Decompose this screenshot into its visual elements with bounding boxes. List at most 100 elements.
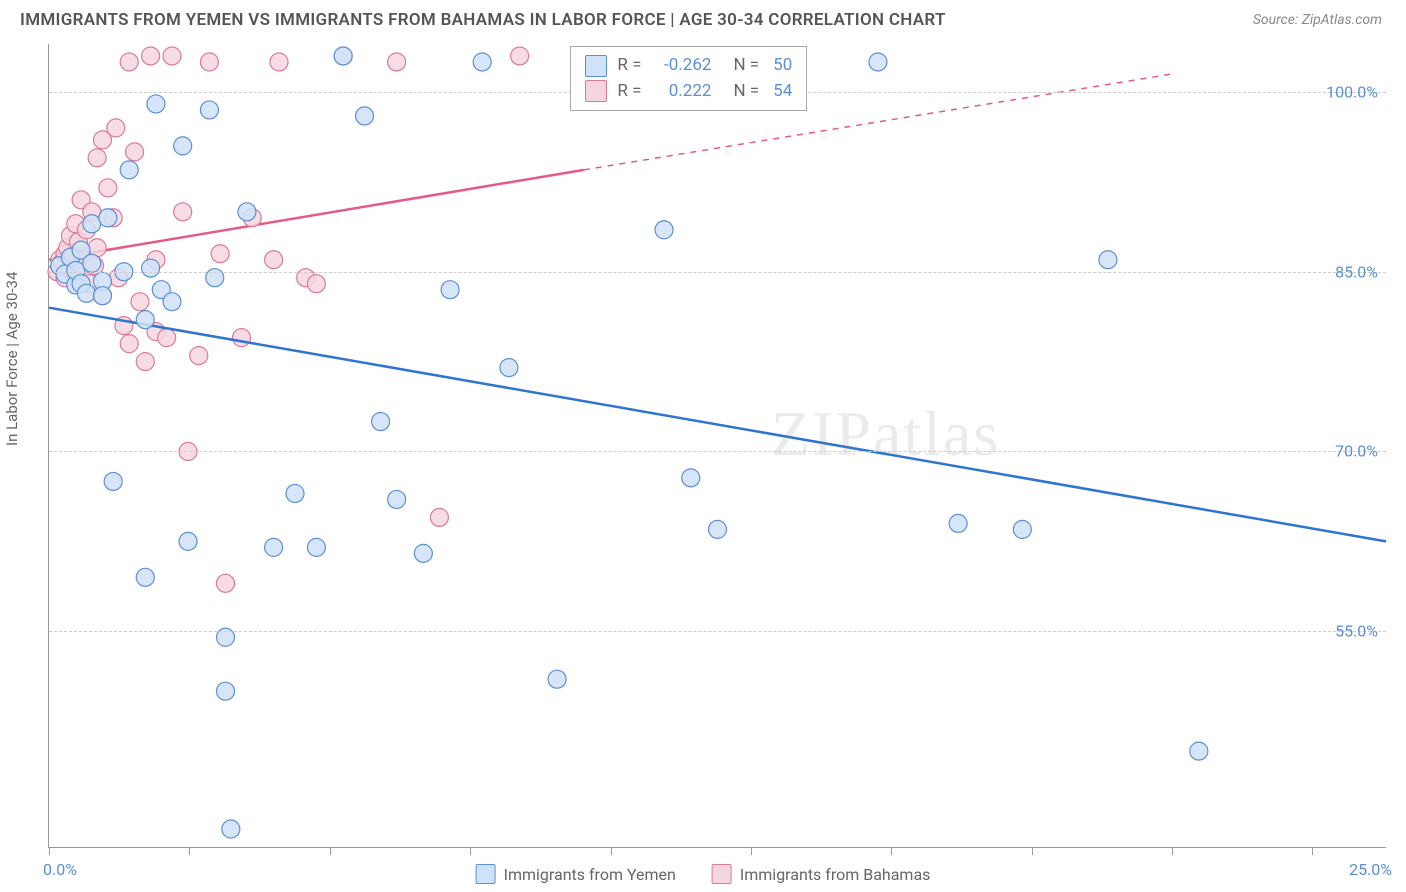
source-label: Source: ZipAtlas.com bbox=[1253, 12, 1382, 28]
data-point bbox=[211, 245, 229, 263]
data-point bbox=[441, 281, 459, 299]
y-tick-label: 70.0% bbox=[1335, 442, 1378, 461]
legend-item: Immigrants from Yemen bbox=[476, 864, 676, 884]
data-point bbox=[334, 47, 352, 65]
data-point bbox=[99, 209, 117, 227]
data-point bbox=[120, 53, 138, 71]
gridline bbox=[49, 631, 1386, 632]
data-point bbox=[548, 670, 566, 688]
legend-bottom: Immigrants from Yemen Immigrants from Bah… bbox=[476, 864, 931, 884]
legend-swatch bbox=[476, 864, 496, 884]
gridline bbox=[49, 272, 1386, 273]
data-point bbox=[869, 53, 887, 71]
x-tick bbox=[470, 847, 471, 855]
data-point bbox=[307, 538, 325, 556]
data-point bbox=[200, 53, 218, 71]
data-point bbox=[107, 119, 125, 137]
data-point bbox=[136, 568, 154, 586]
stats-r-value: 0.222 bbox=[651, 79, 711, 105]
y-axis-title: In Labor Force | Age 30-34 bbox=[3, 272, 21, 446]
data-point bbox=[142, 47, 160, 65]
data-point bbox=[1013, 520, 1031, 538]
data-point bbox=[270, 53, 288, 71]
data-point bbox=[120, 161, 138, 179]
x-tick bbox=[891, 847, 892, 855]
data-point bbox=[388, 490, 406, 508]
x-tick bbox=[330, 847, 331, 855]
x-tick bbox=[1032, 847, 1033, 855]
stats-n-label: N = bbox=[733, 53, 759, 79]
data-point bbox=[430, 508, 448, 526]
data-point bbox=[88, 149, 106, 167]
data-point bbox=[655, 221, 673, 239]
data-point bbox=[216, 574, 234, 592]
data-point bbox=[136, 311, 154, 329]
x-tick bbox=[189, 847, 190, 855]
data-point bbox=[174, 203, 192, 221]
data-point bbox=[949, 514, 967, 532]
data-point bbox=[511, 47, 529, 65]
x-tick bbox=[751, 847, 752, 855]
data-point bbox=[233, 329, 251, 347]
data-point bbox=[83, 254, 101, 272]
chart-header: IMMIGRANTS FROM YEMEN VS IMMIGRANTS FROM… bbox=[0, 0, 1406, 36]
data-point bbox=[77, 284, 95, 302]
data-point bbox=[709, 520, 727, 538]
data-point bbox=[120, 335, 138, 353]
stats-swatch bbox=[585, 55, 607, 77]
y-tick-label: 100.0% bbox=[1326, 82, 1378, 101]
data-point bbox=[286, 484, 304, 502]
x-tick bbox=[611, 847, 612, 855]
data-point bbox=[136, 353, 154, 371]
data-point bbox=[104, 472, 122, 490]
data-point bbox=[216, 682, 234, 700]
data-point bbox=[1190, 742, 1208, 760]
data-point bbox=[372, 413, 390, 431]
data-point bbox=[142, 259, 160, 277]
stats-n-label: N = bbox=[733, 79, 759, 105]
legend-label: Immigrants from Yemen bbox=[504, 865, 676, 884]
data-point bbox=[222, 820, 240, 838]
legend-swatch bbox=[712, 864, 732, 884]
data-point bbox=[388, 53, 406, 71]
data-point bbox=[307, 275, 325, 293]
stats-row: R =0.222N =54 bbox=[585, 79, 792, 105]
data-point bbox=[190, 347, 208, 365]
x-max-label: 25.0% bbox=[1349, 860, 1392, 879]
data-point bbox=[200, 101, 218, 119]
data-point bbox=[174, 137, 192, 155]
data-point bbox=[93, 287, 111, 305]
stats-swatch bbox=[585, 80, 607, 102]
data-point bbox=[414, 544, 432, 562]
data-point bbox=[99, 179, 117, 197]
data-point bbox=[126, 143, 144, 161]
x-tick bbox=[49, 847, 50, 855]
y-tick-label: 55.0% bbox=[1335, 622, 1378, 641]
data-point bbox=[158, 329, 176, 347]
stats-n-value: 50 bbox=[773, 53, 792, 79]
stats-box: R =-0.262N =50R =0.222N =54 bbox=[570, 46, 807, 111]
stats-r-label: R = bbox=[617, 79, 641, 105]
data-point bbox=[83, 215, 101, 233]
data-point bbox=[473, 53, 491, 71]
legend-label: Immigrants from Bahamas bbox=[740, 865, 931, 884]
stats-row: R =-0.262N =50 bbox=[585, 53, 792, 79]
x-min-label: 0.0% bbox=[43, 860, 77, 879]
gridline bbox=[49, 451, 1386, 452]
x-tick bbox=[1172, 847, 1173, 855]
trend-line bbox=[49, 170, 584, 260]
data-point bbox=[163, 47, 181, 65]
data-point bbox=[265, 251, 283, 269]
chart-svg bbox=[49, 44, 1386, 847]
data-point bbox=[500, 359, 518, 377]
data-point bbox=[1099, 251, 1117, 269]
data-point bbox=[131, 293, 149, 311]
stats-r-value: -0.262 bbox=[651, 53, 711, 79]
data-point bbox=[147, 95, 165, 113]
data-point bbox=[265, 538, 283, 556]
data-point bbox=[163, 293, 181, 311]
data-point bbox=[179, 532, 197, 550]
chart-title: IMMIGRANTS FROM YEMEN VS IMMIGRANTS FROM… bbox=[20, 10, 946, 30]
data-point bbox=[238, 203, 256, 221]
legend-item: Immigrants from Bahamas bbox=[712, 864, 931, 884]
